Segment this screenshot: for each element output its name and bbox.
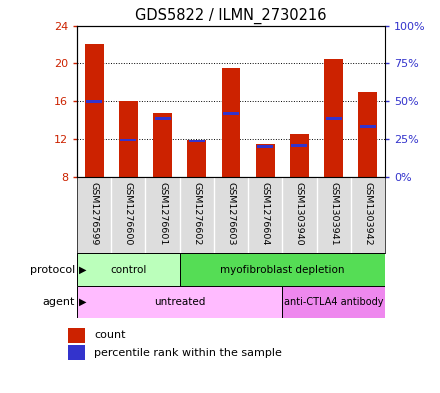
Text: untreated: untreated [154,297,205,307]
Bar [187,140,206,177]
Text: anti-CTLA4 antibody: anti-CTLA4 antibody [284,297,383,307]
Bar [68,345,85,360]
Bar [223,112,239,115]
Text: GSM1276603: GSM1276603 [227,182,235,245]
Bar [119,101,138,177]
Text: GSM1303940: GSM1303940 [295,182,304,246]
Text: control: control [110,264,147,275]
Text: GSM1276604: GSM1276604 [261,182,270,245]
Bar [324,59,343,177]
Text: protocol: protocol [29,264,75,275]
Text: ▶: ▶ [79,264,87,275]
Bar [360,125,376,128]
Title: GDS5822 / ILMN_2730216: GDS5822 / ILMN_2730216 [135,8,327,24]
Text: count: count [95,330,126,340]
Bar [86,100,102,103]
Bar [282,286,385,318]
Bar [359,92,378,177]
Text: GSM1276602: GSM1276602 [192,182,201,245]
Bar [189,140,205,142]
Bar [77,253,180,286]
Bar [120,139,136,141]
Text: GSM1276601: GSM1276601 [158,182,167,245]
Text: myofibroblast depletion: myofibroblast depletion [220,264,345,275]
Bar [291,144,308,147]
Bar [256,144,275,177]
Bar [180,253,385,286]
Text: GSM1303942: GSM1303942 [363,182,372,246]
Text: GSM1276600: GSM1276600 [124,182,133,245]
Bar [153,112,172,177]
Bar [77,286,282,318]
Bar [326,117,342,119]
Bar [290,134,309,177]
Bar [154,117,171,119]
Bar [68,328,85,343]
Bar [257,145,273,148]
Bar [84,44,103,177]
Text: agent: agent [42,297,75,307]
Text: percentile rank within the sample: percentile rank within the sample [95,347,282,358]
Bar [222,68,240,177]
Text: GSM1276599: GSM1276599 [90,182,99,245]
Text: ▶: ▶ [79,297,87,307]
Text: GSM1303941: GSM1303941 [329,182,338,246]
